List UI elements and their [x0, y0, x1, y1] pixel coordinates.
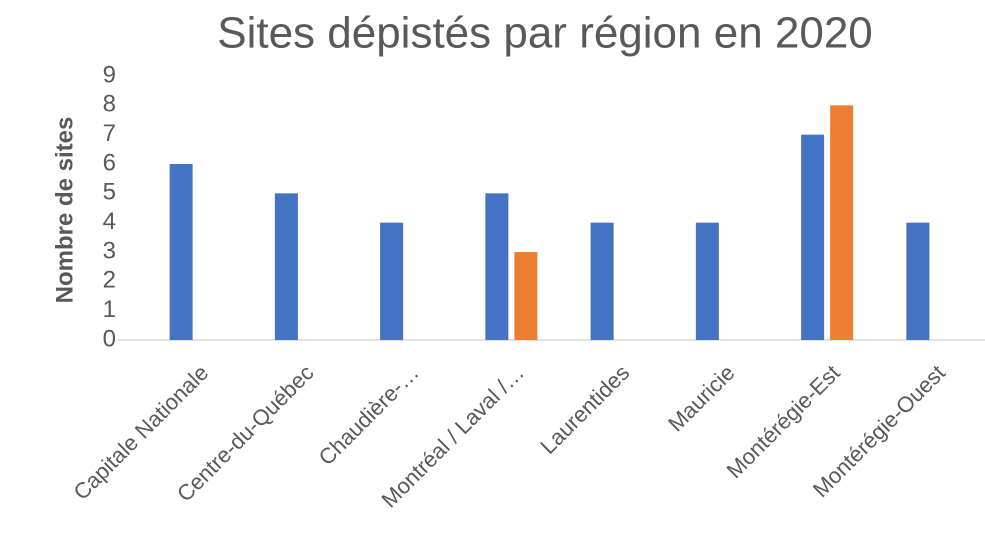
bar: [274, 193, 298, 340]
x-tick-label: Mauricie: [663, 360, 739, 436]
y-tick-label: 4: [103, 208, 116, 235]
y-tick-label: 2: [103, 267, 116, 294]
y-axis-label: Nombre de sites: [51, 117, 78, 304]
bar: [590, 222, 614, 340]
y-tick-label: 8: [103, 91, 116, 118]
bar: [695, 222, 719, 340]
y-tick-label: 5: [103, 179, 116, 206]
bar: [906, 222, 930, 340]
bar: [801, 134, 825, 340]
bar: [169, 164, 193, 340]
bar: [514, 252, 538, 340]
y-tick-label: 6: [103, 149, 116, 176]
x-tick-label: Laurentides: [535, 360, 634, 459]
y-tick-label: 0: [103, 325, 116, 352]
y-tick-label: 7: [103, 120, 116, 147]
y-tick-label: 9: [103, 61, 116, 88]
y-tick-label: 1: [103, 296, 116, 323]
chart-title: Sites dépistés par région en 2020: [217, 9, 873, 58]
bar: [380, 222, 404, 340]
x-tick-label: Chaudière-…: [314, 360, 424, 470]
y-tick-label: 3: [103, 237, 116, 264]
bar: [485, 193, 509, 340]
bar: [830, 105, 854, 340]
